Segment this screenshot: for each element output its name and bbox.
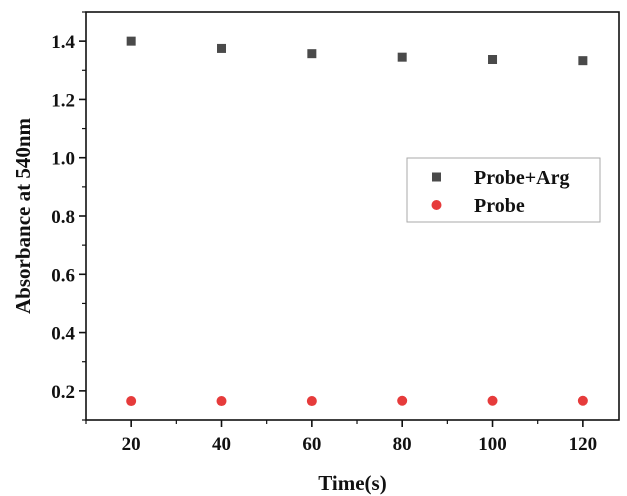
square-marker [307, 49, 317, 59]
axes: 20 40 60 80 100 120 0.2 0.4 0.6 0.8 1.0 1.2 1.4 [51, 11, 598, 455]
square-marker [217, 43, 227, 53]
square-marker [578, 56, 588, 66]
circle-marker [216, 396, 227, 407]
x-tick-label: 40 [212, 434, 231, 455]
y-tick-label: 0.6 [51, 265, 75, 286]
data-marks [126, 36, 588, 407]
circle-marker [397, 395, 408, 406]
x-tick-label: 80 [393, 434, 412, 455]
y-axis-label: Absorbance at 540nm [11, 117, 35, 314]
y-tick-label: 1.2 [51, 90, 75, 111]
square-marker [397, 52, 407, 62]
x-tick-label: 120 [569, 434, 598, 455]
y-tick-label: 1.4 [51, 32, 75, 53]
legend: Probe+Arg Probe [406, 157, 601, 223]
x-tick-label: 20 [122, 434, 141, 455]
x-axis-label: Time(s) [318, 471, 386, 495]
y-tick-label: 0.2 [51, 382, 75, 403]
circle-marker [126, 396, 137, 407]
x-tick-label: 100 [478, 434, 507, 455]
legend-circle-marker [431, 200, 442, 210]
y-tick-label: 0.8 [51, 207, 75, 228]
square-marker [488, 55, 498, 65]
circle-marker [577, 395, 588, 406]
x-tick-label: 60 [302, 434, 321, 455]
circle-marker [487, 395, 498, 406]
circle-marker [306, 396, 317, 407]
y-tick-label: 0.4 [51, 324, 75, 345]
legend-entry-label: Probe+Arg [474, 167, 569, 189]
square-marker [126, 36, 136, 46]
y-tick-label: 1.0 [51, 149, 75, 170]
legend-square-marker [432, 172, 441, 182]
legend-entry-label: Probe [474, 195, 525, 217]
legend-box [406, 157, 601, 223]
